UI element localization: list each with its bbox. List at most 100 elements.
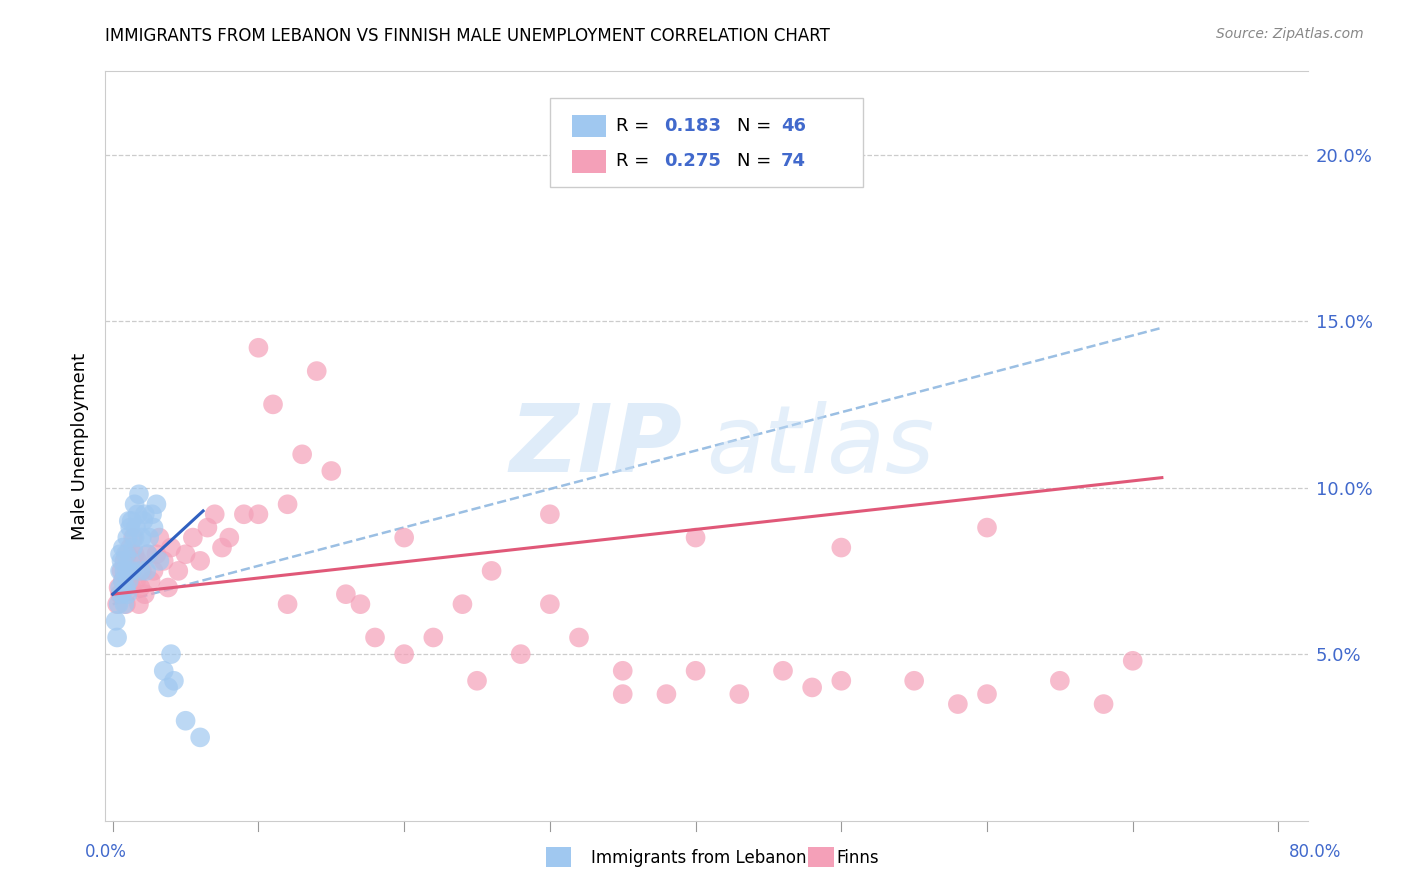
Text: R =: R = [616, 117, 655, 135]
Point [204, 508, 226, 522]
Point [138, 531, 160, 545]
Point [291, 447, 314, 461]
Point [118, 564, 141, 578]
Point [976, 687, 998, 701]
Point [124, 497, 146, 511]
Bar [572, 115, 606, 137]
Point [211, 541, 233, 555]
Point [120, 541, 142, 555]
Point [129, 564, 152, 578]
Point [128, 597, 150, 611]
Point [685, 531, 707, 545]
Point [218, 531, 240, 545]
Point [197, 520, 219, 534]
Point [152, 664, 174, 678]
Text: N =: N = [737, 117, 776, 135]
Point [148, 554, 170, 568]
FancyBboxPatch shape [550, 97, 863, 187]
Point [142, 520, 165, 534]
Point [422, 631, 444, 645]
Text: 0.183: 0.183 [665, 117, 721, 135]
Text: atlas: atlas [707, 401, 935, 491]
Point [364, 631, 387, 645]
Point [112, 564, 135, 578]
Point [946, 697, 969, 711]
Point [117, 547, 139, 561]
Point [903, 673, 925, 688]
Text: Source: ZipAtlas.com: Source: ZipAtlas.com [1216, 27, 1364, 41]
Point [145, 547, 167, 561]
Point [117, 587, 139, 601]
Point [612, 664, 634, 678]
Text: 0.275: 0.275 [665, 153, 721, 170]
Point [108, 564, 131, 578]
Point [111, 574, 134, 588]
Point [112, 597, 135, 611]
Point [148, 531, 170, 545]
Point [1122, 654, 1144, 668]
Text: IMMIGRANTS FROM LEBANON VS FINNISH MALE UNEMPLOYMENT CORRELATION CHART: IMMIGRANTS FROM LEBANON VS FINNISH MALE … [105, 27, 831, 45]
Point [124, 531, 146, 545]
Text: 74: 74 [782, 153, 806, 170]
Bar [572, 150, 606, 172]
Point [120, 554, 142, 568]
Point [349, 597, 371, 611]
Text: 0.0%: 0.0% [84, 843, 127, 861]
Point [801, 681, 824, 695]
Point [115, 597, 138, 611]
Point [131, 531, 153, 545]
Point [117, 564, 139, 578]
Point [538, 597, 561, 611]
Point [167, 564, 190, 578]
Point [830, 541, 852, 555]
Point [152, 554, 174, 568]
Point [122, 541, 145, 555]
Point [181, 531, 204, 545]
Point [277, 497, 299, 511]
Point [111, 574, 134, 588]
Point [136, 547, 159, 561]
Text: Finns: Finns [837, 849, 879, 867]
Point [163, 673, 186, 688]
Point [134, 587, 156, 601]
Point [132, 514, 155, 528]
Point [612, 687, 634, 701]
Text: R =: R = [616, 153, 655, 170]
Point [125, 520, 148, 534]
Point [188, 554, 211, 568]
Point [104, 614, 127, 628]
Point [247, 341, 270, 355]
Text: 80.0%: 80.0% [1288, 843, 1341, 861]
Point [728, 687, 751, 701]
Point [128, 487, 150, 501]
Point [509, 647, 531, 661]
Point [121, 564, 143, 578]
Point [174, 547, 197, 561]
Point [125, 574, 148, 588]
Point [105, 597, 128, 611]
Point [451, 597, 474, 611]
Point [232, 508, 254, 522]
Text: Immigrants from Lebanon: Immigrants from Lebanon [591, 849, 806, 867]
Point [107, 581, 129, 595]
Point [120, 520, 142, 534]
Point [131, 564, 153, 578]
Point [108, 547, 131, 561]
Point [655, 687, 678, 701]
Point [129, 581, 152, 595]
Point [105, 631, 128, 645]
Text: N =: N = [737, 153, 776, 170]
Point [108, 587, 131, 601]
Point [110, 564, 132, 578]
Point [122, 531, 145, 545]
Point [110, 554, 132, 568]
Point [1049, 673, 1071, 688]
Point [115, 547, 138, 561]
Point [142, 564, 165, 578]
Point [136, 547, 159, 561]
Point [321, 464, 343, 478]
Point [830, 673, 852, 688]
Y-axis label: Male Unemployment: Male Unemployment [70, 352, 89, 540]
Point [481, 564, 503, 578]
Point [188, 731, 211, 745]
